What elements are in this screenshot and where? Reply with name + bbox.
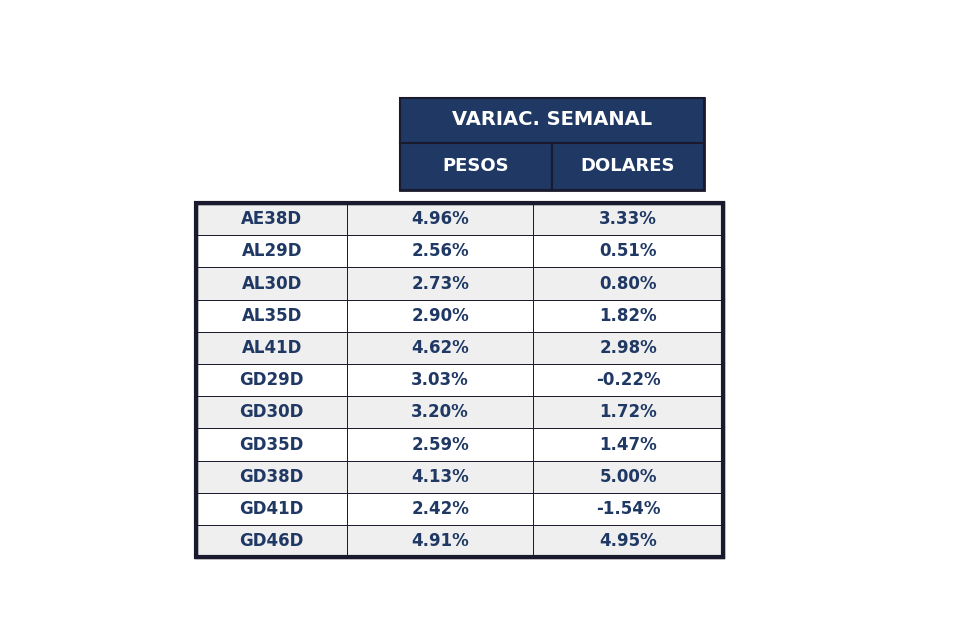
Text: 2.59%: 2.59%: [412, 436, 469, 453]
Text: 2.56%: 2.56%: [412, 242, 469, 260]
Text: GD46D: GD46D: [239, 532, 304, 550]
Text: AL30D: AL30D: [241, 275, 302, 292]
FancyBboxPatch shape: [347, 203, 533, 235]
FancyBboxPatch shape: [347, 429, 533, 461]
Text: 4.95%: 4.95%: [600, 532, 657, 550]
FancyBboxPatch shape: [196, 364, 347, 396]
Text: 4.91%: 4.91%: [412, 532, 469, 550]
FancyBboxPatch shape: [533, 461, 723, 493]
Text: DOLARES: DOLARES: [580, 157, 675, 175]
Text: AE38D: AE38D: [241, 210, 302, 228]
FancyBboxPatch shape: [533, 364, 723, 396]
Text: 2.73%: 2.73%: [412, 275, 469, 292]
FancyBboxPatch shape: [347, 364, 533, 396]
Text: AL35D: AL35D: [241, 307, 302, 325]
Text: 3.20%: 3.20%: [412, 403, 469, 422]
Text: GD35D: GD35D: [239, 436, 304, 453]
FancyBboxPatch shape: [533, 332, 723, 364]
FancyBboxPatch shape: [196, 299, 347, 332]
Text: VARIAC. SEMANAL: VARIAC. SEMANAL: [452, 110, 652, 129]
Text: -1.54%: -1.54%: [596, 500, 661, 518]
FancyBboxPatch shape: [196, 429, 347, 461]
FancyBboxPatch shape: [196, 332, 347, 364]
FancyBboxPatch shape: [347, 525, 533, 557]
Text: 0.80%: 0.80%: [600, 275, 657, 292]
FancyBboxPatch shape: [347, 332, 533, 364]
FancyBboxPatch shape: [400, 97, 704, 143]
FancyBboxPatch shape: [400, 97, 704, 190]
FancyBboxPatch shape: [196, 525, 347, 557]
FancyBboxPatch shape: [533, 396, 723, 429]
FancyBboxPatch shape: [196, 203, 347, 235]
Text: 3.03%: 3.03%: [412, 371, 469, 389]
Text: 0.51%: 0.51%: [600, 242, 657, 260]
FancyBboxPatch shape: [533, 203, 723, 235]
Text: -0.22%: -0.22%: [596, 371, 661, 389]
FancyBboxPatch shape: [533, 493, 723, 525]
FancyBboxPatch shape: [347, 396, 533, 429]
FancyBboxPatch shape: [533, 299, 723, 332]
FancyBboxPatch shape: [533, 429, 723, 461]
FancyBboxPatch shape: [347, 461, 533, 493]
FancyBboxPatch shape: [533, 267, 723, 299]
Text: AL41D: AL41D: [241, 339, 302, 357]
Text: GD30D: GD30D: [239, 403, 304, 422]
FancyBboxPatch shape: [347, 299, 533, 332]
Text: GD41D: GD41D: [239, 500, 304, 518]
FancyBboxPatch shape: [347, 493, 533, 525]
Text: GD29D: GD29D: [239, 371, 304, 389]
Text: 1.72%: 1.72%: [600, 403, 657, 422]
Text: 1.82%: 1.82%: [600, 307, 657, 325]
FancyBboxPatch shape: [533, 525, 723, 557]
Text: GD38D: GD38D: [239, 468, 304, 486]
Text: 2.90%: 2.90%: [412, 307, 469, 325]
FancyBboxPatch shape: [196, 267, 347, 299]
Text: 5.00%: 5.00%: [600, 468, 657, 486]
FancyBboxPatch shape: [196, 235, 347, 267]
FancyBboxPatch shape: [196, 461, 347, 493]
FancyBboxPatch shape: [196, 396, 347, 429]
FancyBboxPatch shape: [400, 143, 552, 190]
Text: AL29D: AL29D: [241, 242, 302, 260]
FancyBboxPatch shape: [533, 235, 723, 267]
Text: 2.42%: 2.42%: [412, 500, 469, 518]
Text: 1.47%: 1.47%: [600, 436, 657, 453]
Text: PESOS: PESOS: [443, 157, 510, 175]
Text: 4.62%: 4.62%: [412, 339, 469, 357]
FancyBboxPatch shape: [552, 143, 704, 190]
Text: 4.96%: 4.96%: [412, 210, 469, 228]
Text: 3.33%: 3.33%: [599, 210, 658, 228]
Text: 4.13%: 4.13%: [412, 468, 469, 486]
FancyBboxPatch shape: [347, 267, 533, 299]
FancyBboxPatch shape: [196, 493, 347, 525]
FancyBboxPatch shape: [347, 235, 533, 267]
Text: 2.98%: 2.98%: [600, 339, 657, 357]
